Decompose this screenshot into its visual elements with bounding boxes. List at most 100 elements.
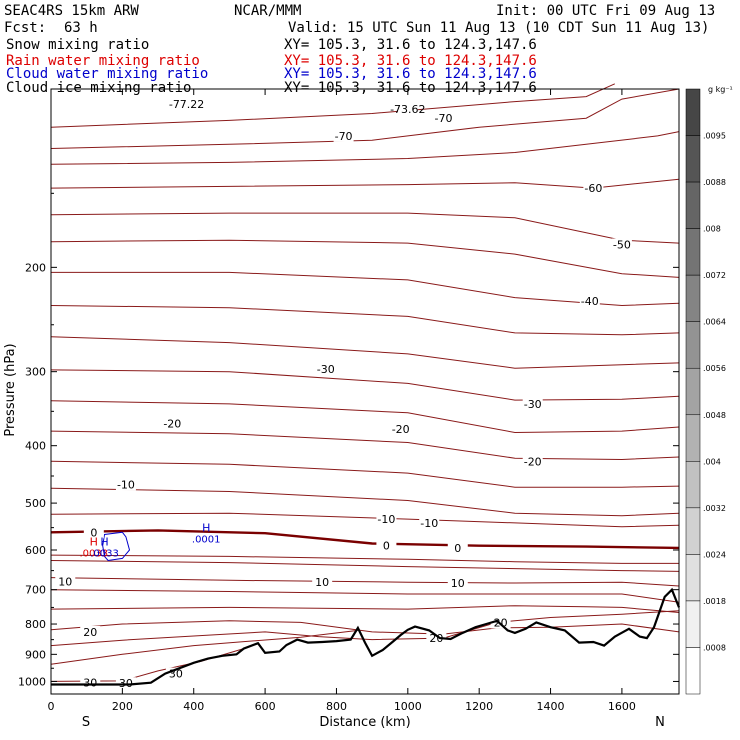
- label-backing: [312, 576, 333, 589]
- isotherm-label: -20: [392, 423, 410, 436]
- colorbar-label: .0048: [703, 411, 726, 420]
- label-backing: [80, 625, 101, 638]
- colorbar-label: .0064: [703, 318, 726, 327]
- colorbar-segment: [685, 461, 701, 509]
- label-backing: [579, 295, 600, 308]
- y-axis-label: Pressure (hPa): [3, 343, 18, 436]
- isotherm-labels: -77.22 -73.62 -70 -70 -60 -50 -40 -30 -30 -20 -20 -…: [55, 97, 632, 690]
- label-backing: [390, 423, 411, 436]
- isotherm-line: [50, 610, 680, 647]
- marker-value: .0033: [90, 549, 119, 560]
- colorbar-segment: [685, 600, 701, 648]
- field-snow-xy: XY= 105.3, 31.6 to 124.3,147.6: [284, 37, 537, 53]
- isotherm-line: [50, 577, 680, 587]
- label-backing: [447, 541, 468, 554]
- isotherm-label: 10: [58, 575, 72, 588]
- isotherm-line: [50, 369, 680, 401]
- x-tick-label: 1400: [537, 700, 565, 713]
- label-backing: [433, 112, 454, 125]
- label-backing: [333, 129, 354, 142]
- colorbar-segment: [685, 181, 701, 229]
- label-backing: [447, 576, 468, 589]
- y-tick-label: 800: [25, 618, 46, 631]
- isotherm-line: [50, 400, 680, 434]
- south-end-label: S: [82, 715, 90, 730]
- colorbar: .0095 .0088 .008 .0072 .0064 .0056 .0048 .004 .0…: [685, 88, 726, 695]
- x-tick-label: 400: [183, 700, 204, 713]
- isotherm-line: [50, 88, 680, 149]
- isotherm-label: 0: [90, 526, 97, 539]
- colorbar-segment: [685, 367, 701, 416]
- field-cloud-ice-name: Cloud ice mixing ratio: [6, 80, 192, 96]
- isotherm-label: 30: [83, 677, 97, 690]
- colorbar-label: .0095: [703, 132, 726, 141]
- label-backing: [426, 632, 447, 645]
- isotherm-label: 20: [83, 626, 97, 639]
- isotherm-line: [50, 336, 680, 369]
- marker-value: .0033: [79, 549, 108, 560]
- field-cloud-water-xy: XY= 105.3, 31.6 to 124.3,147.6: [284, 66, 537, 82]
- colorbar-label: .0056: [703, 364, 726, 373]
- isotherm-label: -40: [581, 295, 599, 308]
- marker-symbol: H: [90, 536, 98, 549]
- isotherm-lines: [50, 83, 680, 682]
- isotherm-line: [50, 487, 680, 517]
- isotherm-label: 0: [454, 542, 461, 555]
- label-backing: [611, 238, 632, 251]
- colorbar-label: .004: [703, 457, 721, 466]
- terrain-line: [51, 587, 681, 686]
- label-backing: [115, 478, 136, 491]
- isotherm-label: -70: [335, 130, 353, 143]
- isotherm-label: -10: [420, 517, 438, 530]
- isotherm-line: [50, 460, 680, 488]
- label-backing: [419, 516, 440, 529]
- field-rain-name: Rain water mixing ratio: [6, 53, 200, 69]
- isotherm-line: [50, 554, 679, 564]
- isotherm-label: 20: [429, 632, 443, 645]
- label-backing: [583, 182, 604, 195]
- north-end-label: N: [655, 715, 665, 730]
- colorbar-segment: [685, 135, 701, 183]
- label-backing: [176, 97, 197, 110]
- y-tick-label: 600: [25, 544, 46, 557]
- isotherm-line: [51, 271, 680, 307]
- field-cloud-water-name: Cloud water mixing ratio: [6, 66, 209, 82]
- isotherm-line: [50, 629, 358, 665]
- isotherm-line: [50, 212, 680, 244]
- label-backing: [522, 455, 543, 468]
- isotherm-label: 10: [315, 576, 329, 589]
- colorbar-label: .0088: [703, 178, 726, 187]
- isotherm-label: -50: [613, 238, 631, 251]
- isotherm-label: -10: [377, 513, 395, 526]
- colorbar-segment: [685, 647, 701, 695]
- isotherm-line: [50, 648, 244, 682]
- axes: 0 200 400 600 800 1000 1200 1400 160020030040050…: [18, 89, 679, 713]
- marker-symbol: H: [202, 521, 210, 534]
- isotherm-line: [50, 560, 680, 572]
- x-tick-label: 1000: [394, 700, 422, 713]
- label-backing: [376, 513, 397, 526]
- colorbar-unit: g kg⁻¹: [708, 85, 733, 94]
- cloud-water-contour: [102, 531, 131, 562]
- colorbar-label: .0018: [703, 597, 726, 606]
- colorbar-label: .008: [703, 225, 721, 234]
- plot-frame: [50, 88, 680, 695]
- label-backing: [162, 417, 183, 430]
- colorbar-segment: [685, 274, 701, 322]
- colorbar-segment: [685, 228, 701, 276]
- label-backing: [55, 575, 76, 588]
- isotherm-label: -20: [524, 455, 542, 468]
- x-tick-label: 0: [48, 700, 55, 713]
- colorbar-segment: [685, 88, 701, 136]
- colorbar-label: .0032: [703, 504, 726, 513]
- colorbar-label: .0008: [703, 643, 726, 652]
- colorbar-segment: [685, 507, 701, 555]
- isotherm-label: -77.22: [169, 98, 204, 111]
- y-tick-label: 1000: [18, 675, 46, 688]
- init-time: Init: 00 UTC Fri 09 Aug 13: [496, 3, 716, 19]
- model-name: SEAC4RS 15km ARW: [4, 3, 139, 19]
- isotherm-label: -30: [317, 363, 335, 376]
- colorbar-label: .0072: [703, 271, 726, 280]
- marker-value: .0001: [192, 534, 221, 545]
